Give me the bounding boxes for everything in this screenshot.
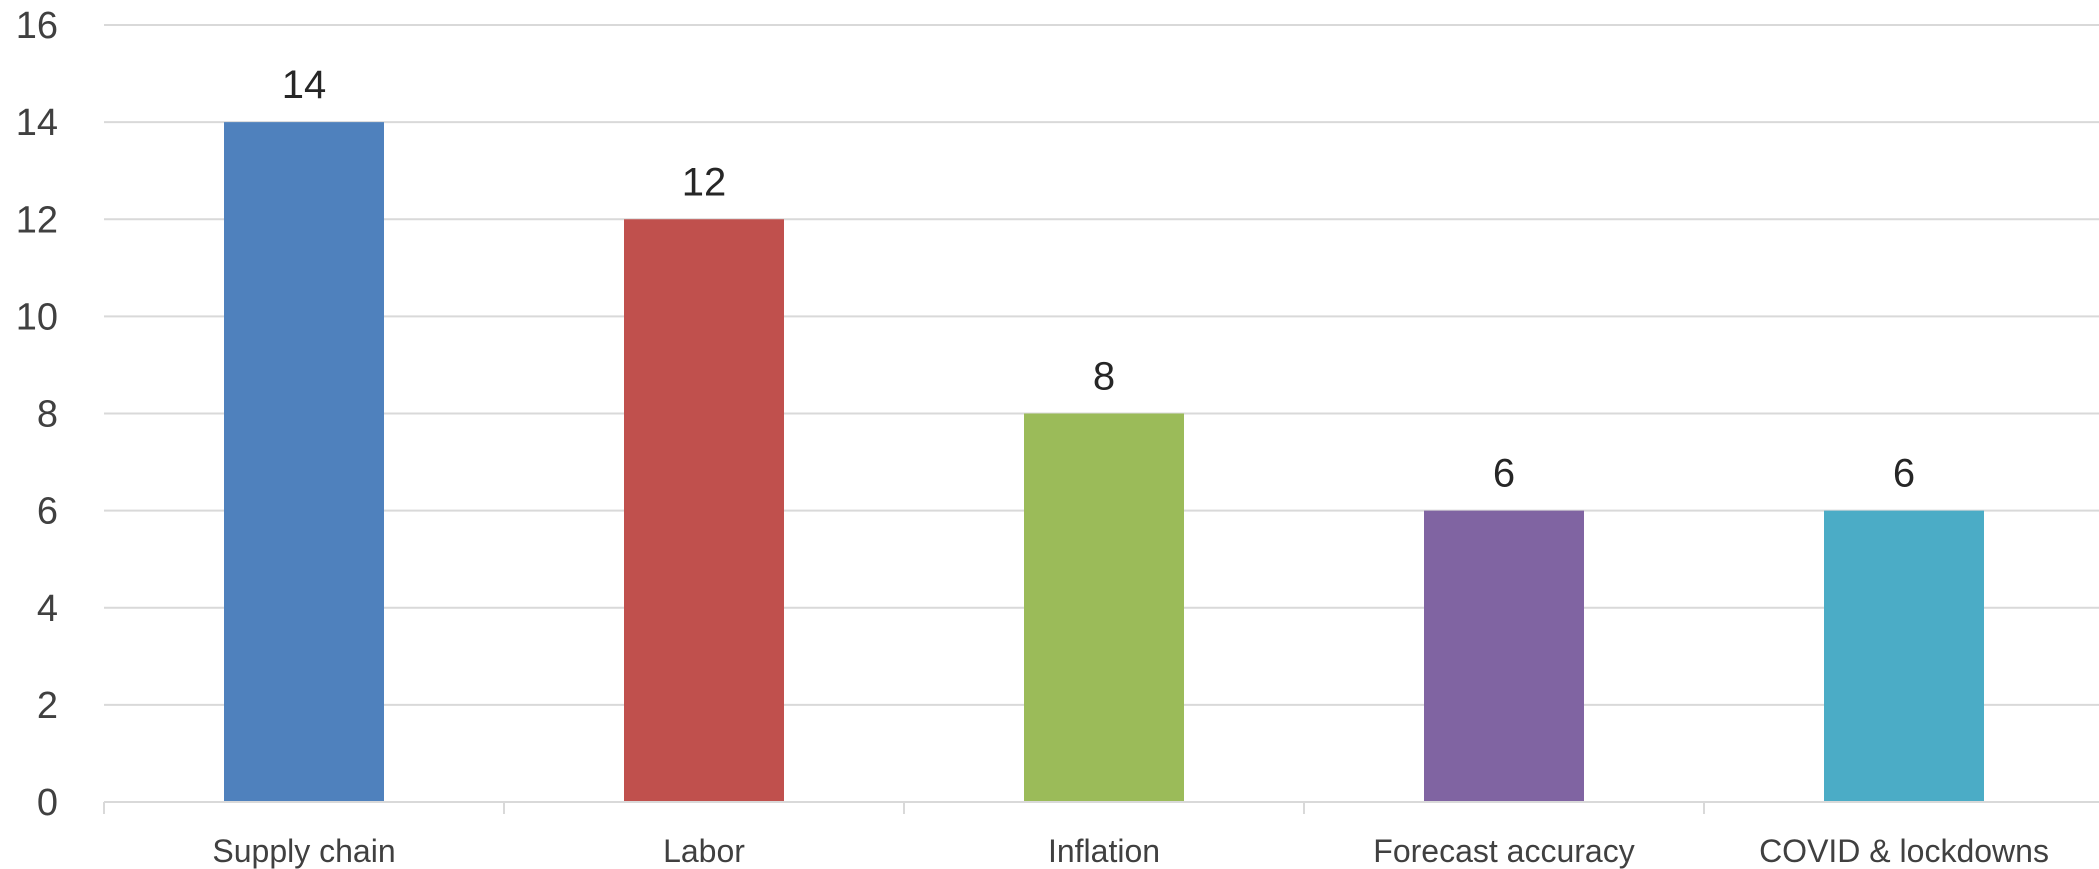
- bars: [224, 122, 1984, 802]
- bar: [224, 122, 384, 802]
- y-tick-label: 8: [37, 394, 58, 436]
- y-tick-label: 12: [16, 199, 58, 241]
- data-labels: 14 12 8 6 6: [282, 63, 1915, 496]
- data-label: 12: [682, 160, 727, 204]
- bar: [1824, 510, 1984, 802]
- y-tick-label: 6: [37, 491, 58, 533]
- y-tick-label: 4: [37, 588, 58, 630]
- x-axis: [103, 801, 2099, 814]
- y-tick-label: 2: [37, 685, 58, 727]
- data-label: 6: [1493, 452, 1515, 496]
- data-label: 14: [282, 63, 327, 107]
- category-label: Labor: [663, 833, 745, 869]
- y-tick-label: 14: [16, 102, 58, 144]
- category-label: Forecast accuracy: [1373, 833, 1634, 869]
- y-tick-label: 16: [16, 5, 58, 47]
- category-labels: Supply chain Labor Inflation Forecast accur…: [212, 833, 2049, 869]
- bar: [1024, 413, 1184, 802]
- data-label: 6: [1893, 452, 1915, 496]
- data-label: 8: [1093, 355, 1115, 399]
- category-label: COVID & lockdowns: [1759, 833, 2049, 869]
- category-label: Supply chain: [212, 833, 395, 869]
- y-tick-labels: 0 2 4 6 8 10 12 14 16: [16, 5, 58, 824]
- bar: [1424, 510, 1584, 802]
- y-tick-label: 10: [16, 296, 58, 338]
- bar: [624, 219, 784, 802]
- y-tick-label: 0: [37, 782, 58, 824]
- category-label: Inflation: [1048, 833, 1160, 869]
